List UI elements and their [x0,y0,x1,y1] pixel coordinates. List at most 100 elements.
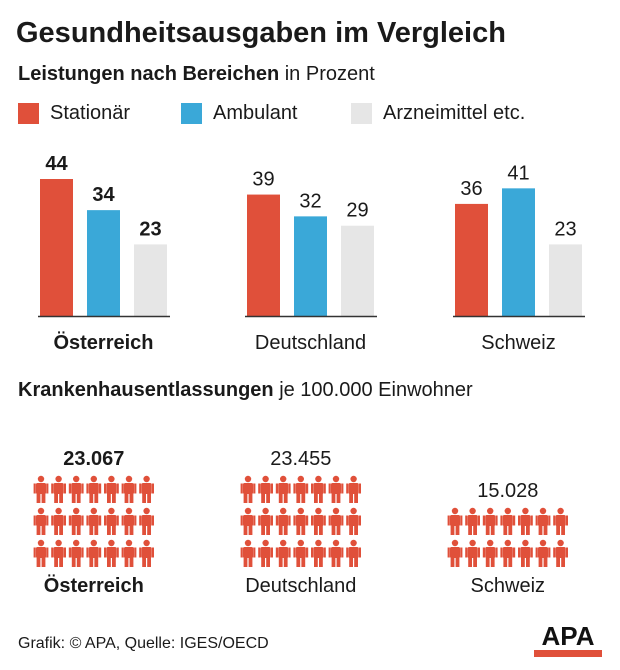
person-icon-deutschland-13 [328,507,344,535]
person-icon-schweiz-2 [465,507,480,535]
bar-schweiz-ambulant [502,188,535,316]
bar-value-schweiz-stationaer: 36 [460,178,482,200]
bar-value-deutschland-stationaer: 39 [252,169,274,191]
chart-title: Gesundheitsausgaben im Vergleich [16,17,506,49]
legend-label-stationaer: Stationär [50,101,131,124]
person-icon-deutschland-6 [328,475,344,503]
person-icon-schweiz-11 [500,539,516,567]
person-icon-oesterreich-4 [86,475,102,503]
bar-category-label-schweiz: Schweiz [481,332,555,354]
bar-deutschland-stationaer [247,194,280,316]
pictogram-value-deutschland: 23.455 [270,448,331,470]
pictogram-value-oesterreich: 23.067 [63,448,124,470]
person-icon-deutschland-16 [258,539,273,567]
person-icon-deutschland-4 [293,475,309,503]
bar-value-oesterreich-ambulant: 34 [92,184,115,206]
person-icon-schweiz-8 [447,539,463,567]
bar-value-schweiz-ambulant: 41 [507,162,529,184]
person-icon-deutschland-9 [258,507,273,535]
person-icon-deutschland-14 [346,507,361,535]
source-footer: Grafik: © APA, Quelle: IGES/OECD [18,635,269,652]
person-icon-schweiz-4 [500,507,516,535]
pictogram-category-label-deutschland: Deutschland [245,575,356,597]
person-icon-oesterreich-17 [68,539,84,567]
person-icon-schweiz-12 [518,539,533,567]
person-icon-oesterreich-13 [121,507,137,535]
person-icon-deutschland-11 [293,507,309,535]
legend-label-ambulant: Ambulant [213,101,298,124]
bar-category-label-oesterreich: Österreich [53,331,153,354]
person-icon-deutschland-7 [346,475,361,503]
pictogram-value-schweiz: 15.028 [477,480,538,502]
apa-logo-bar [534,650,602,657]
person-icon-deutschland-10 [275,507,291,535]
legend-item-ambulant: Ambulant [181,100,298,126]
apa-logo: APA [534,622,602,657]
person-icon-oesterreich-9 [51,507,66,535]
bar-category-label-deutschland: Deutschland [255,332,366,354]
person-icon-oesterreich-7 [139,475,154,503]
person-icon-oesterreich-18 [86,539,102,567]
person-icon-schweiz-10 [482,539,498,567]
person-icon-deutschland-12 [311,507,326,535]
person-icon-deutschland-18 [293,539,309,567]
person-icon-oesterreich-10 [68,507,84,535]
person-icon-schweiz-3 [482,507,498,535]
bar-oesterreich-stationaer [40,179,73,316]
bar-schweiz-arzneimittel-etc- [549,244,582,316]
person-icon-schweiz-14 [553,539,568,567]
legend-swatch-stationaer [18,102,39,124]
bar-oesterreich-ambulant [87,210,120,316]
person-icon-schweiz-13 [535,539,551,567]
person-icon-schweiz-7 [553,507,568,535]
person-icon-oesterreich-15 [33,539,49,567]
pictogram-category-label-schweiz: Schweiz [471,575,545,597]
legend-item-stationaer: Stationär [18,100,130,126]
bar-value-schweiz-arzneimittel-etc-: 23 [554,218,576,240]
bar-value-oesterreich-arzneimittel-etc-: 23 [139,218,161,240]
person-icon-deutschland-20 [328,539,344,567]
section-title-discharges: Krankenhausentlassungen je 100.000 Einwo… [18,378,473,402]
person-icon-oesterreich-12 [104,507,119,535]
bar-deutschland-arzneimittel-etc- [341,225,374,316]
person-icon-schweiz-6 [535,507,551,535]
apa-logo-text: APA [542,622,595,651]
pictogram-category-label-oesterreich: Österreich [44,574,144,597]
person-icon-oesterreich-21 [139,539,154,567]
legend-swatch-ambulant [181,102,202,124]
legend-swatch-arzneimittel [351,102,372,124]
bar-value-oesterreich-stationaer: 44 [45,153,68,175]
person-icon-oesterreich-11 [86,507,102,535]
person-icon-deutschland-2 [258,475,273,503]
bar-schweiz-stationaer [455,203,488,316]
person-icon-deutschland-3 [275,475,291,503]
bar-value-deutschland-ambulant: 32 [299,190,321,212]
section2-bold: Krankenhausentlassungen [18,379,274,401]
subtitle-rest: in Prozent [284,63,375,85]
person-icon-deutschland-8 [240,507,256,535]
person-icon-deutschland-5 [311,475,326,503]
person-icon-oesterreich-20 [121,539,137,567]
bar-value-deutschland-arzneimittel-etc-: 29 [346,200,368,222]
person-icon-schweiz-1 [447,507,463,535]
person-icon-oesterreich-6 [121,475,137,503]
person-icon-deutschland-19 [311,539,326,567]
subtitle-bold: Leistungen nach Bereichen [18,63,280,85]
person-icon-oesterreich-1 [33,475,49,503]
person-icon-deutschland-21 [346,539,361,567]
section2-rest: je 100.000 Einwohner [279,379,473,401]
person-icon-deutschland-15 [240,539,256,567]
legend-item-arzneimittel: Arzneimittel etc. [351,100,525,126]
person-icon-oesterreich-14 [139,507,154,535]
person-icon-oesterreich-8 [33,507,49,535]
chart-subtitle: Leistungen nach Bereichen in Prozent [18,62,375,86]
person-icon-schweiz-9 [465,539,480,567]
person-icon-oesterreich-5 [104,475,119,503]
person-icon-oesterreich-2 [51,475,66,503]
person-icon-deutschland-1 [240,475,256,503]
person-icon-oesterreich-3 [68,475,84,503]
person-icon-deutschland-17 [275,539,291,567]
bar-deutschland-ambulant [294,216,327,316]
person-icon-oesterreich-19 [104,539,119,567]
